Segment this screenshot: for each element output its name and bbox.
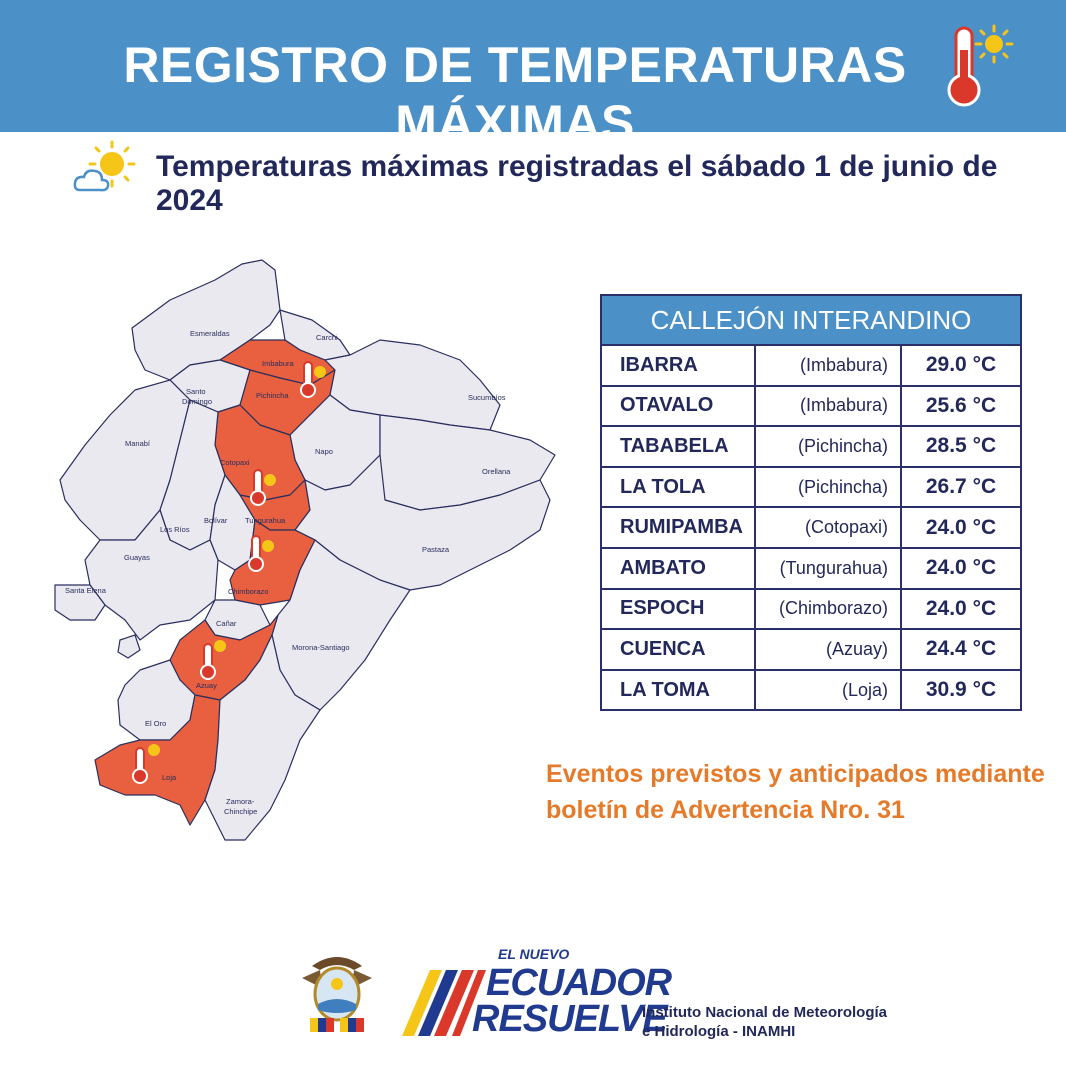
ecuador-coat-of-arms-icon (302, 957, 372, 1032)
ecuador-map: Esmeraldas Carchi Imbabura Santo Domingo… (54, 259, 556, 841)
province-santa-elena (54, 584, 106, 621)
temperature-cell: 24.0 °C (925, 556, 997, 580)
page-title: REGISTRO DE TEMPERATURAS MÁXIMAS (123, 37, 907, 151)
puna-island (117, 634, 141, 659)
table-row: AMBATO (Tungurahua) 24.0 °C (602, 546, 1020, 588)
province-cell: (Pichincha) (756, 467, 902, 507)
thermometer-marker-icon (300, 361, 326, 398)
header-banner: REGISTRO DE TEMPERATURAS MÁXIMAS (0, 0, 1066, 151)
svg-text:Morona-Santiago: Morona-Santiago (292, 643, 350, 652)
svg-text:Esmeraldas: Esmeraldas (190, 329, 230, 338)
temperature-table: CALLEJÓN INTERANDINO IBARRA (Imbabura) 2… (600, 294, 1022, 712)
svg-text:Sucumbíos: Sucumbíos (468, 393, 506, 402)
province-cell: (Azuay) (756, 630, 902, 669)
svg-text:Los Ríos: Los Ríos (160, 525, 190, 534)
province-cell: (Loja) (756, 670, 902, 710)
logo-line-3: RESUELVE (472, 998, 668, 1040)
city-cell: CUENCA (602, 630, 756, 669)
temperature-cell: 29.0 °C (925, 353, 997, 377)
svg-text:Loja: Loja (162, 773, 177, 782)
thermometer-marker-icon (248, 535, 274, 572)
temperature-cell: 24.0 °C (925, 515, 997, 539)
logo-line-2: ECUADOR (486, 962, 672, 1004)
temperature-cell: 28.5 °C (925, 434, 997, 458)
ecuador-resuelve-logo-icon (402, 970, 486, 1036)
svg-text:Bolívar: Bolívar (204, 516, 228, 525)
temperature-cell: 30.9 °C (925, 678, 997, 702)
city-cell: AMBATO (602, 548, 756, 588)
province-cell: (Cotopaxi) (756, 508, 902, 547)
table-row: IBARRA (Imbabura) 29.0 °C (602, 344, 1020, 385)
svg-text:Pichincha: Pichincha (256, 391, 289, 400)
svg-text:Chimborazo: Chimborazo (228, 587, 268, 596)
svg-text:Orellana: Orellana (482, 467, 511, 476)
note-line-2: boletín de Advertencia Nro. 31 (546, 796, 905, 824)
province-chimborazo (229, 519, 316, 606)
table-row: OTAVALO (Imbabura) 25.6 °C (602, 384, 1020, 426)
logo-line-1: EL NUEVO (498, 946, 570, 962)
table-row: LA TOLA (Pichincha) 26.7 °C (602, 465, 1020, 507)
svg-text:Pastaza: Pastaza (422, 545, 450, 554)
svg-text:Santa Elena: Santa Elena (65, 586, 107, 595)
temperature-cell: 24.0 °C (925, 596, 997, 620)
province-zamora-chinchipe (204, 634, 321, 841)
svg-text:El Oro: El Oro (145, 719, 166, 728)
svg-text:Carchi: Carchi (316, 333, 338, 342)
province-cell: (Chimborazo) (756, 589, 902, 629)
svg-text:Tungurahua: Tungurahua (245, 516, 286, 525)
institution-line-2: e Hidrología - INAMHI (642, 1023, 796, 1040)
temperature-cell: 24.4 °C (925, 637, 997, 661)
city-cell: LA TOLA (602, 467, 756, 507)
sun-cloud-icon (73, 140, 136, 192)
city-cell: TABABELA (602, 427, 756, 466)
province-cell: (Pichincha) (756, 427, 902, 466)
city-cell: ESPOCH (602, 589, 756, 629)
subtitle: Temperaturas máximas registradas el sába… (156, 150, 998, 217)
table-row: TABABELA (Pichincha) 28.5 °C (602, 425, 1020, 466)
svg-text:Chinchipe: Chinchipe (224, 807, 257, 816)
note-line-1: Eventos previstos y anticipados mediante (546, 760, 1045, 788)
svg-text:Azuay: Azuay (196, 681, 217, 690)
table-title: CALLEJÓN INTERANDINO (602, 296, 1020, 344)
svg-text:Santo: Santo (186, 387, 206, 396)
temperature-cell: 26.7 °C (925, 475, 997, 499)
institution-name: Instituto Nacional de Meteorología e Hid… (642, 1003, 887, 1041)
warning-note: Eventos previstos y anticipados mediante… (546, 756, 1046, 828)
temperature-cell: 25.6 °C (925, 393, 997, 417)
table-row: RUMIPAMBA (Cotopaxi) 24.0 °C (602, 506, 1020, 547)
svg-text:Domingo: Domingo (182, 397, 212, 406)
table-row: LA TOMA (Loja) 30.9 °C (602, 668, 1020, 710)
thermometer-marker-icon (132, 744, 160, 784)
svg-text:Zamora-: Zamora- (226, 797, 255, 806)
city-cell: RUMIPAMBA (602, 508, 756, 547)
province-esmeraldas (131, 259, 281, 381)
svg-text:Cañar: Cañar (216, 619, 237, 628)
institution-line-1: Instituto Nacional de Meteorología (642, 1004, 888, 1021)
province-cell: (Tungurahua) (756, 548, 902, 588)
thermometer-sun-icon (947, 24, 1014, 107)
svg-text:Guayas: Guayas (124, 553, 150, 562)
svg-text:Cotopaxi: Cotopaxi (220, 458, 250, 467)
svg-text:Imbabura: Imbabura (262, 359, 295, 368)
city-cell: IBARRA (602, 346, 756, 385)
province-cell: (Imbabura) (756, 346, 902, 385)
province-cell: (Imbabura) (756, 386, 902, 426)
table-row: ESPOCH (Chimborazo) 24.0 °C (602, 587, 1020, 629)
thermometer-marker-icon (250, 469, 276, 506)
svg-text:Manabí: Manabí (125, 439, 151, 448)
thermometer-marker-icon (200, 640, 226, 680)
svg-text:Napo: Napo (315, 447, 333, 456)
city-cell: LA TOMA (602, 670, 756, 710)
city-cell: OTAVALO (602, 386, 756, 426)
table-row: CUENCA (Azuay) 24.4 °C (602, 628, 1020, 669)
